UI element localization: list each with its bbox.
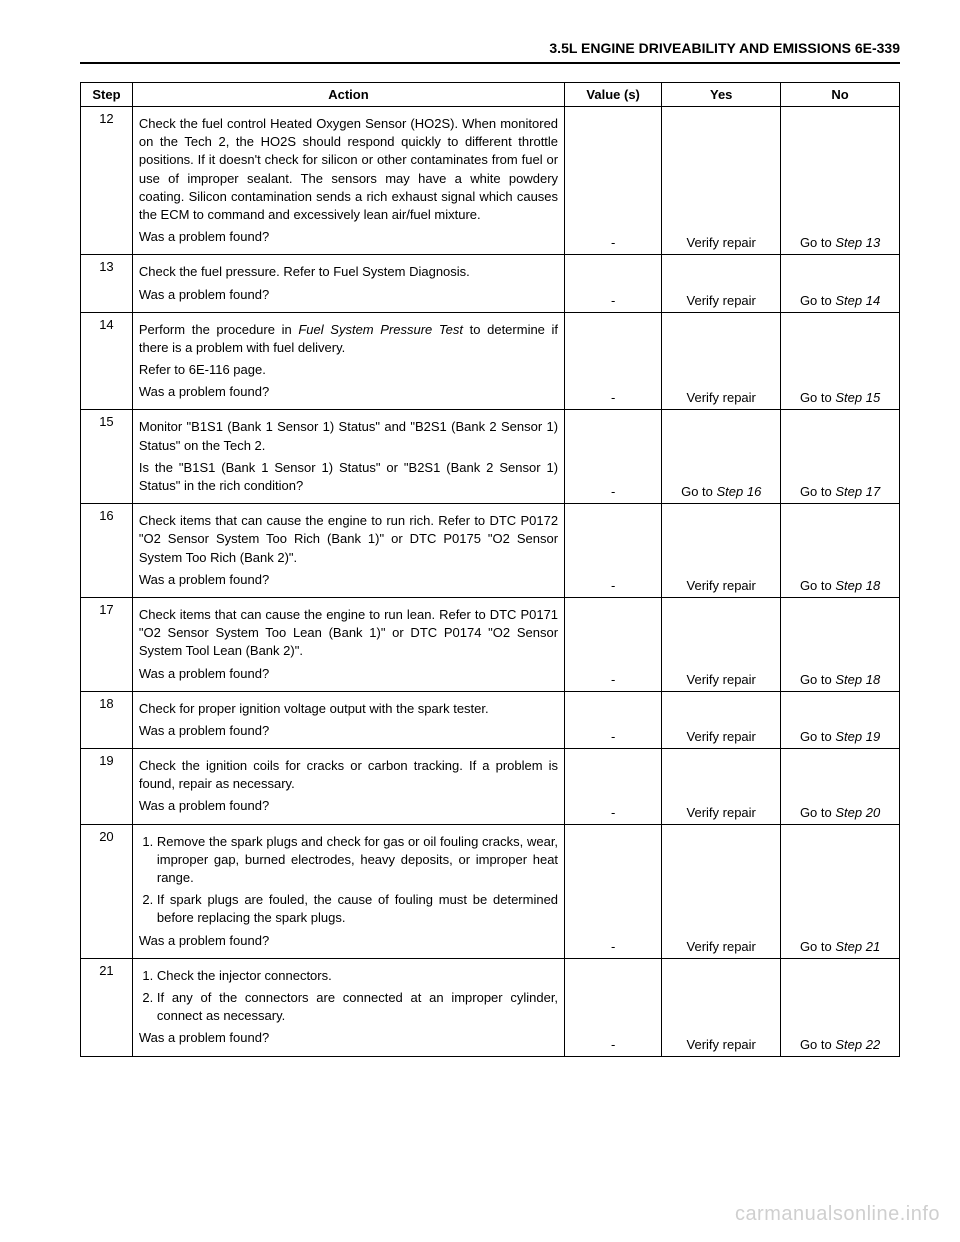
col-value: Value (s) [565, 83, 662, 107]
step-cell: 12 [81, 107, 133, 255]
step-cell: 17 [81, 597, 133, 691]
value-cell: - [565, 958, 662, 1056]
value-cell: - [565, 691, 662, 748]
no-cell: Go to Step 20 [781, 749, 900, 825]
step-cell: 19 [81, 749, 133, 825]
step-cell: 14 [81, 312, 133, 410]
watermark: carmanualsonline.info [735, 1203, 940, 1226]
action-cell: Perform the procedure in Fuel System Pre… [132, 312, 564, 410]
action-cell: Check for proper ignition voltage output… [132, 691, 564, 748]
table-row: 21Check the injector connectors.If any o… [81, 958, 900, 1056]
table-row: 18Check for proper ignition voltage outp… [81, 691, 900, 748]
yes-cell: Verify repair [662, 749, 781, 825]
no-cell: Go to Step 13 [781, 107, 900, 255]
table-row: 15Monitor "B1S1 (Bank 1 Sensor 1) Status… [81, 410, 900, 504]
yes-cell: Verify repair [662, 597, 781, 691]
action-cell: Check the ignition coils for cracks or c… [132, 749, 564, 825]
action-cell: Check items that can cause the engine to… [132, 504, 564, 598]
value-cell: - [565, 255, 662, 312]
table-row: 13Check the fuel pressure. Refer to Fuel… [81, 255, 900, 312]
action-cell: Remove the spark plugs and check for gas… [132, 824, 564, 958]
header-divider [80, 62, 900, 64]
no-cell: Go to Step 14 [781, 255, 900, 312]
value-cell: - [565, 504, 662, 598]
table-row: 16Check items that can cause the engine … [81, 504, 900, 598]
yes-cell: Verify repair [662, 255, 781, 312]
no-cell: Go to Step 19 [781, 691, 900, 748]
yes-cell: Go to Step 16 [662, 410, 781, 504]
col-no: No [781, 83, 900, 107]
diagnostic-table: Step Action Value (s) Yes No 12Check the… [80, 82, 900, 1057]
step-cell: 21 [81, 958, 133, 1056]
col-step: Step [81, 83, 133, 107]
action-cell: Monitor "B1S1 (Bank 1 Sensor 1) Status" … [132, 410, 564, 504]
step-cell: 15 [81, 410, 133, 504]
yes-cell: Verify repair [662, 824, 781, 958]
table-header-row: Step Action Value (s) Yes No [81, 83, 900, 107]
table-row: 19Check the ignition coils for cracks or… [81, 749, 900, 825]
no-cell: Go to Step 17 [781, 410, 900, 504]
table-row: 20Remove the spark plugs and check for g… [81, 824, 900, 958]
action-cell: Check the fuel control Heated Oxygen Sen… [132, 107, 564, 255]
value-cell: - [565, 410, 662, 504]
step-cell: 16 [81, 504, 133, 598]
col-action: Action [132, 83, 564, 107]
no-cell: Go to Step 18 [781, 597, 900, 691]
no-cell: Go to Step 22 [781, 958, 900, 1056]
no-cell: Go to Step 18 [781, 504, 900, 598]
table-row: 12Check the fuel control Heated Oxygen S… [81, 107, 900, 255]
step-cell: 20 [81, 824, 133, 958]
action-cell: Check the fuel pressure. Refer to Fuel S… [132, 255, 564, 312]
yes-cell: Verify repair [662, 691, 781, 748]
yes-cell: Verify repair [662, 312, 781, 410]
yes-cell: Verify repair [662, 958, 781, 1056]
value-cell: - [565, 312, 662, 410]
table-row: 17Check items that can cause the engine … [81, 597, 900, 691]
yes-cell: Verify repair [662, 107, 781, 255]
value-cell: - [565, 597, 662, 691]
page-header: 3.5L ENGINE DRIVEABILITY AND EMISSIONS 6… [80, 40, 900, 62]
step-cell: 13 [81, 255, 133, 312]
action-cell: Check the injector connectors.If any of … [132, 958, 564, 1056]
no-cell: Go to Step 21 [781, 824, 900, 958]
step-cell: 18 [81, 691, 133, 748]
value-cell: - [565, 749, 662, 825]
table-row: 14Perform the procedure in Fuel System P… [81, 312, 900, 410]
no-cell: Go to Step 15 [781, 312, 900, 410]
col-yes: Yes [662, 83, 781, 107]
yes-cell: Verify repair [662, 504, 781, 598]
value-cell: - [565, 824, 662, 958]
value-cell: - [565, 107, 662, 255]
action-cell: Check items that can cause the engine to… [132, 597, 564, 691]
